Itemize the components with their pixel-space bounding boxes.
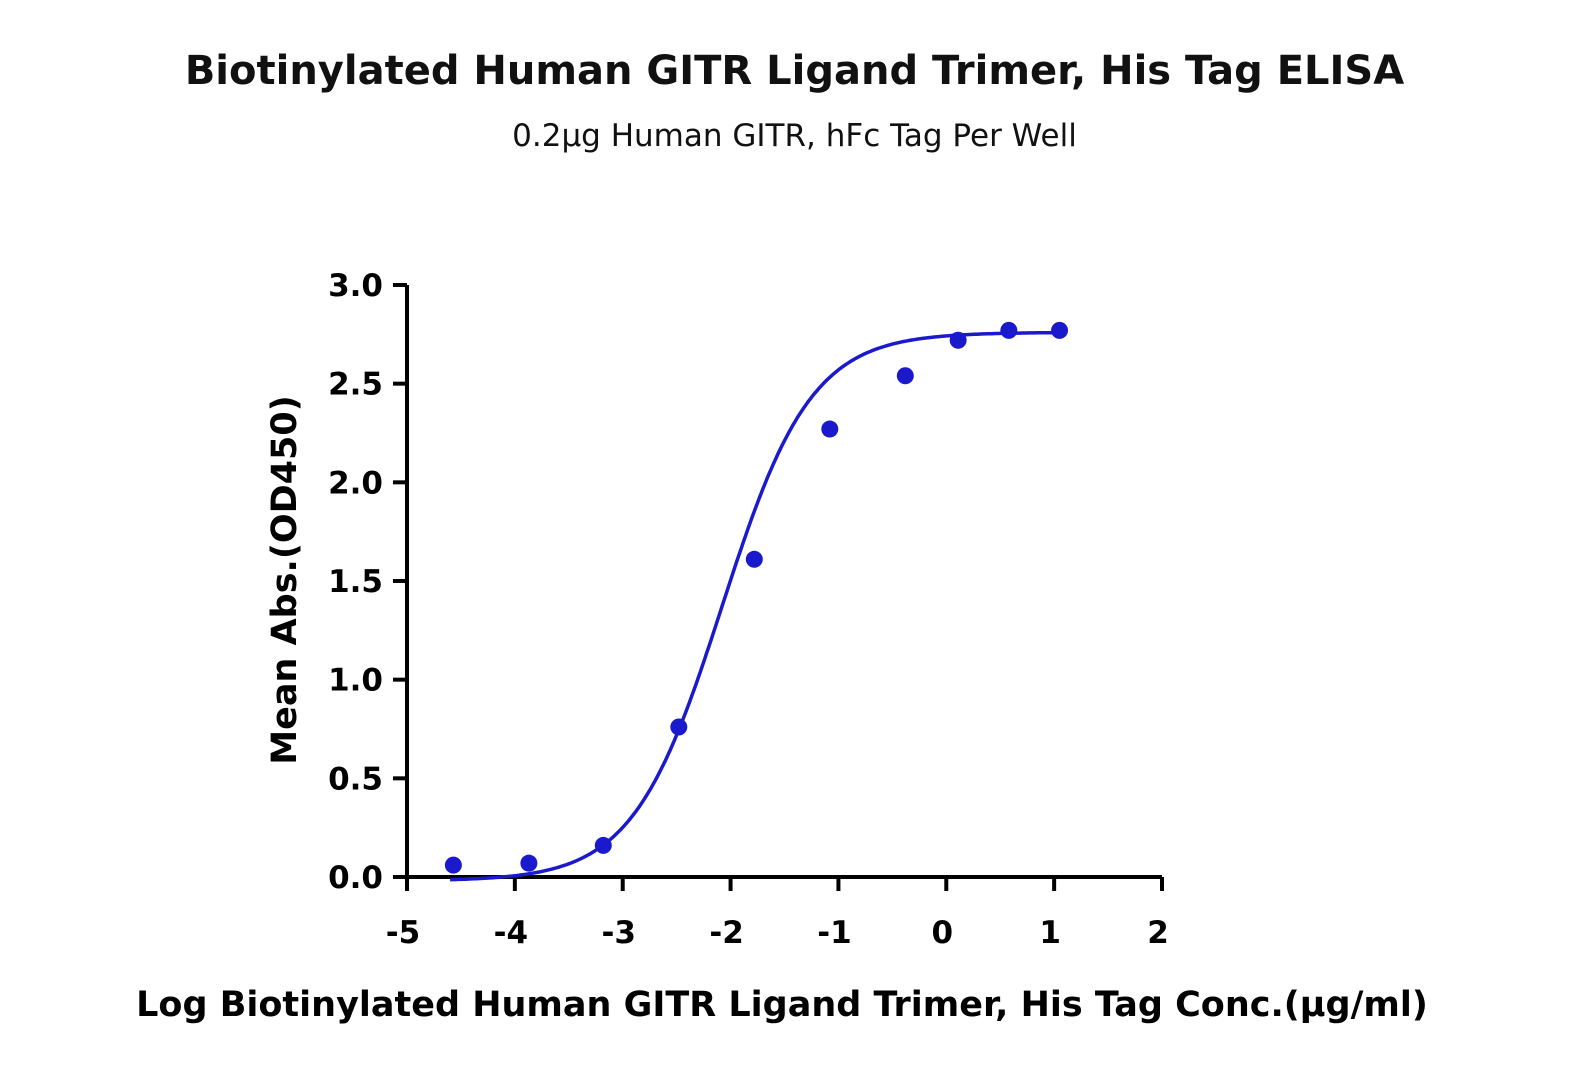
- x-tick-label: -3: [601, 915, 635, 951]
- x-tick-label: -2: [709, 915, 743, 951]
- x-axis-ticks: -5 -4 -3 -2 -1 0 1 2: [386, 877, 1169, 951]
- y-tick-label: 0.0: [328, 860, 383, 896]
- data-point: [444, 856, 462, 874]
- x-tick-label: 2: [1147, 915, 1169, 951]
- y-tick-label: 0.5: [328, 761, 383, 797]
- x-tick-label: -4: [494, 915, 528, 951]
- data-point: [949, 331, 967, 349]
- data-point: [1051, 321, 1069, 339]
- chart-subtitle: 0.2μg Human GITR, hFc Tag Per Well: [512, 118, 1077, 154]
- data-point: [821, 420, 839, 438]
- data-point: [670, 718, 688, 736]
- y-tick-label: 2.0: [328, 465, 383, 501]
- x-tick-label: -5: [386, 915, 420, 951]
- chart-title: Biotinylated Human GITR Ligand Trimer, H…: [184, 48, 1405, 94]
- y-tick-label: 1.5: [328, 564, 383, 600]
- y-axis-ticks: 0.0 0.5 1.0 1.5 2.0 2.5 3.0: [328, 268, 407, 896]
- data-point: [896, 367, 914, 385]
- data-points: [444, 321, 1069, 874]
- y-axis-title: Mean Abs.(OD450): [265, 395, 305, 764]
- data-point: [1000, 321, 1018, 339]
- y-tick-label: 3.0: [328, 268, 383, 304]
- data-point: [594, 836, 612, 854]
- y-tick-label: 1.0: [328, 663, 383, 699]
- x-axis-title: Log Biotinylated Human GITR Ligand Trime…: [136, 985, 1428, 1025]
- axes: [395, 285, 1162, 889]
- x-tick-label: 0: [931, 915, 953, 951]
- data-point: [520, 854, 538, 872]
- y-tick-label: 2.5: [328, 367, 383, 403]
- fit-curve: [450, 330, 1059, 882]
- x-tick-label: -1: [817, 915, 851, 951]
- x-tick-label: 1: [1039, 915, 1061, 951]
- data-point: [745, 550, 763, 568]
